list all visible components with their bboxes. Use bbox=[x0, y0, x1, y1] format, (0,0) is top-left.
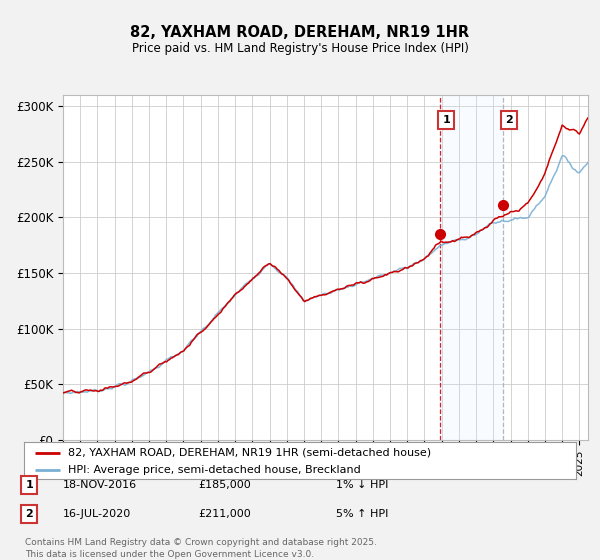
Text: 82, YAXHAM ROAD, DEREHAM, NR19 1HR: 82, YAXHAM ROAD, DEREHAM, NR19 1HR bbox=[130, 25, 470, 40]
Text: 1% ↓ HPI: 1% ↓ HPI bbox=[336, 480, 388, 490]
Text: 5% ↑ HPI: 5% ↑ HPI bbox=[336, 509, 388, 519]
Text: 2: 2 bbox=[505, 115, 513, 125]
Text: Price paid vs. HM Land Registry's House Price Index (HPI): Price paid vs. HM Land Registry's House … bbox=[131, 42, 469, 55]
Text: 16-JUL-2020: 16-JUL-2020 bbox=[63, 509, 131, 519]
Text: Contains HM Land Registry data © Crown copyright and database right 2025.
This d: Contains HM Land Registry data © Crown c… bbox=[25, 538, 377, 559]
Text: £211,000: £211,000 bbox=[198, 509, 251, 519]
Text: £185,000: £185,000 bbox=[198, 480, 251, 490]
Text: HPI: Average price, semi-detached house, Breckland: HPI: Average price, semi-detached house,… bbox=[68, 465, 361, 475]
Text: 2: 2 bbox=[25, 509, 33, 519]
Bar bbox=[440, 95, 503, 440]
Text: 18-NOV-2016: 18-NOV-2016 bbox=[63, 480, 137, 490]
Text: 1: 1 bbox=[25, 480, 33, 490]
Text: 82, YAXHAM ROAD, DEREHAM, NR19 1HR (semi-detached house): 82, YAXHAM ROAD, DEREHAM, NR19 1HR (semi… bbox=[68, 448, 431, 458]
Text: 1: 1 bbox=[442, 115, 450, 125]
